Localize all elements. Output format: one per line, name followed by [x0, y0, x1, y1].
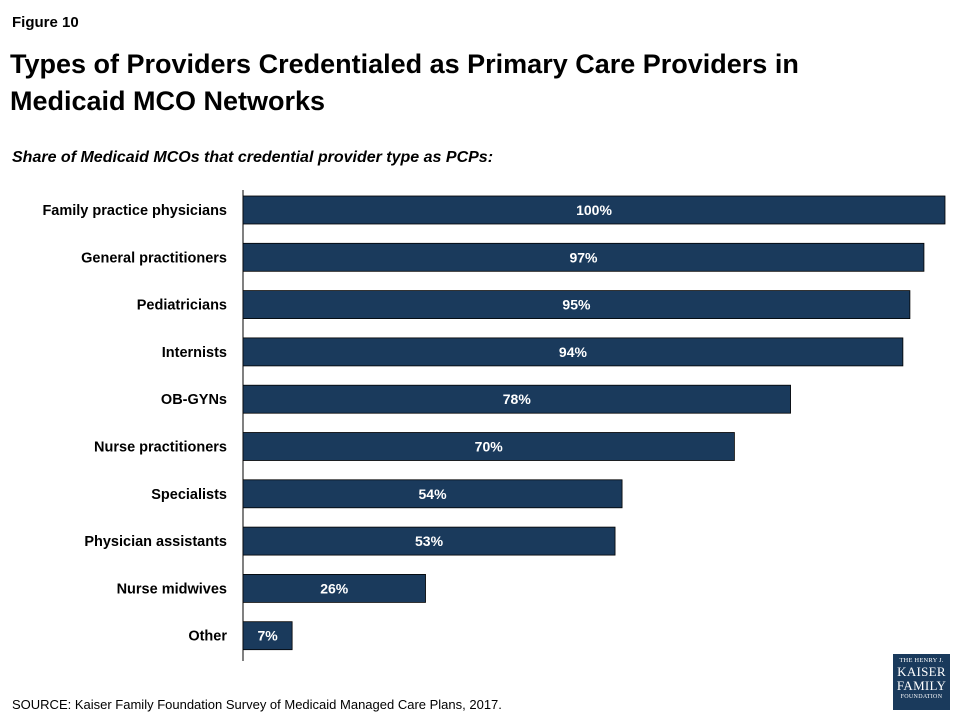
category-label: Family practice physicians — [42, 203, 227, 219]
bar — [242, 242, 925, 272]
category-label: Nurse practitioners — [94, 440, 227, 456]
chart-subtitle: Share of Medicaid MCOs that credential p… — [12, 149, 494, 166]
bar — [242, 479, 623, 509]
category-label: OB-GYNs — [161, 392, 227, 408]
logo-line-3: FOUNDATION — [900, 694, 943, 700]
category-label: Pediatricians — [137, 298, 227, 314]
bar — [242, 290, 911, 320]
category-label: Other — [188, 629, 227, 645]
bar — [242, 195, 946, 225]
value-label: 100% — [576, 202, 612, 218]
logo-line-1: THE HENRY J. — [899, 657, 944, 664]
logo-line-2a: KAISER — [897, 664, 946, 679]
category-label: Internists — [162, 345, 227, 361]
bar — [242, 432, 735, 461]
kff-logo: THE HENRY J. KAISER FAMILY FOUNDATION — [893, 654, 950, 710]
value-label: 54% — [419, 486, 448, 502]
figure-label: Figure 10 — [12, 14, 79, 31]
value-label: 95% — [562, 297, 591, 313]
bar — [242, 384, 791, 414]
category-label: Specialists — [151, 487, 227, 503]
value-label: 94% — [559, 344, 588, 360]
chart-title: Types of Providers Credentialed as Prima… — [10, 49, 799, 116]
value-label: 7% — [257, 628, 278, 644]
source-note: SOURCE: Kaiser Family Foundation Survey … — [12, 697, 502, 712]
category-label: Physician assistants — [84, 534, 227, 550]
category-label: General practitioners — [81, 250, 227, 266]
value-label: 97% — [569, 249, 598, 265]
value-label: 26% — [320, 580, 349, 596]
bar — [242, 621, 293, 651]
bar — [242, 526, 616, 556]
value-label: 78% — [503, 391, 532, 407]
value-label: 70% — [475, 439, 504, 455]
logo-line-2b: FAMILY — [896, 678, 947, 693]
category-label: Nurse midwives — [117, 581, 227, 597]
bar — [242, 574, 426, 603]
bar — [242, 337, 904, 367]
value-label: 53% — [415, 533, 444, 549]
